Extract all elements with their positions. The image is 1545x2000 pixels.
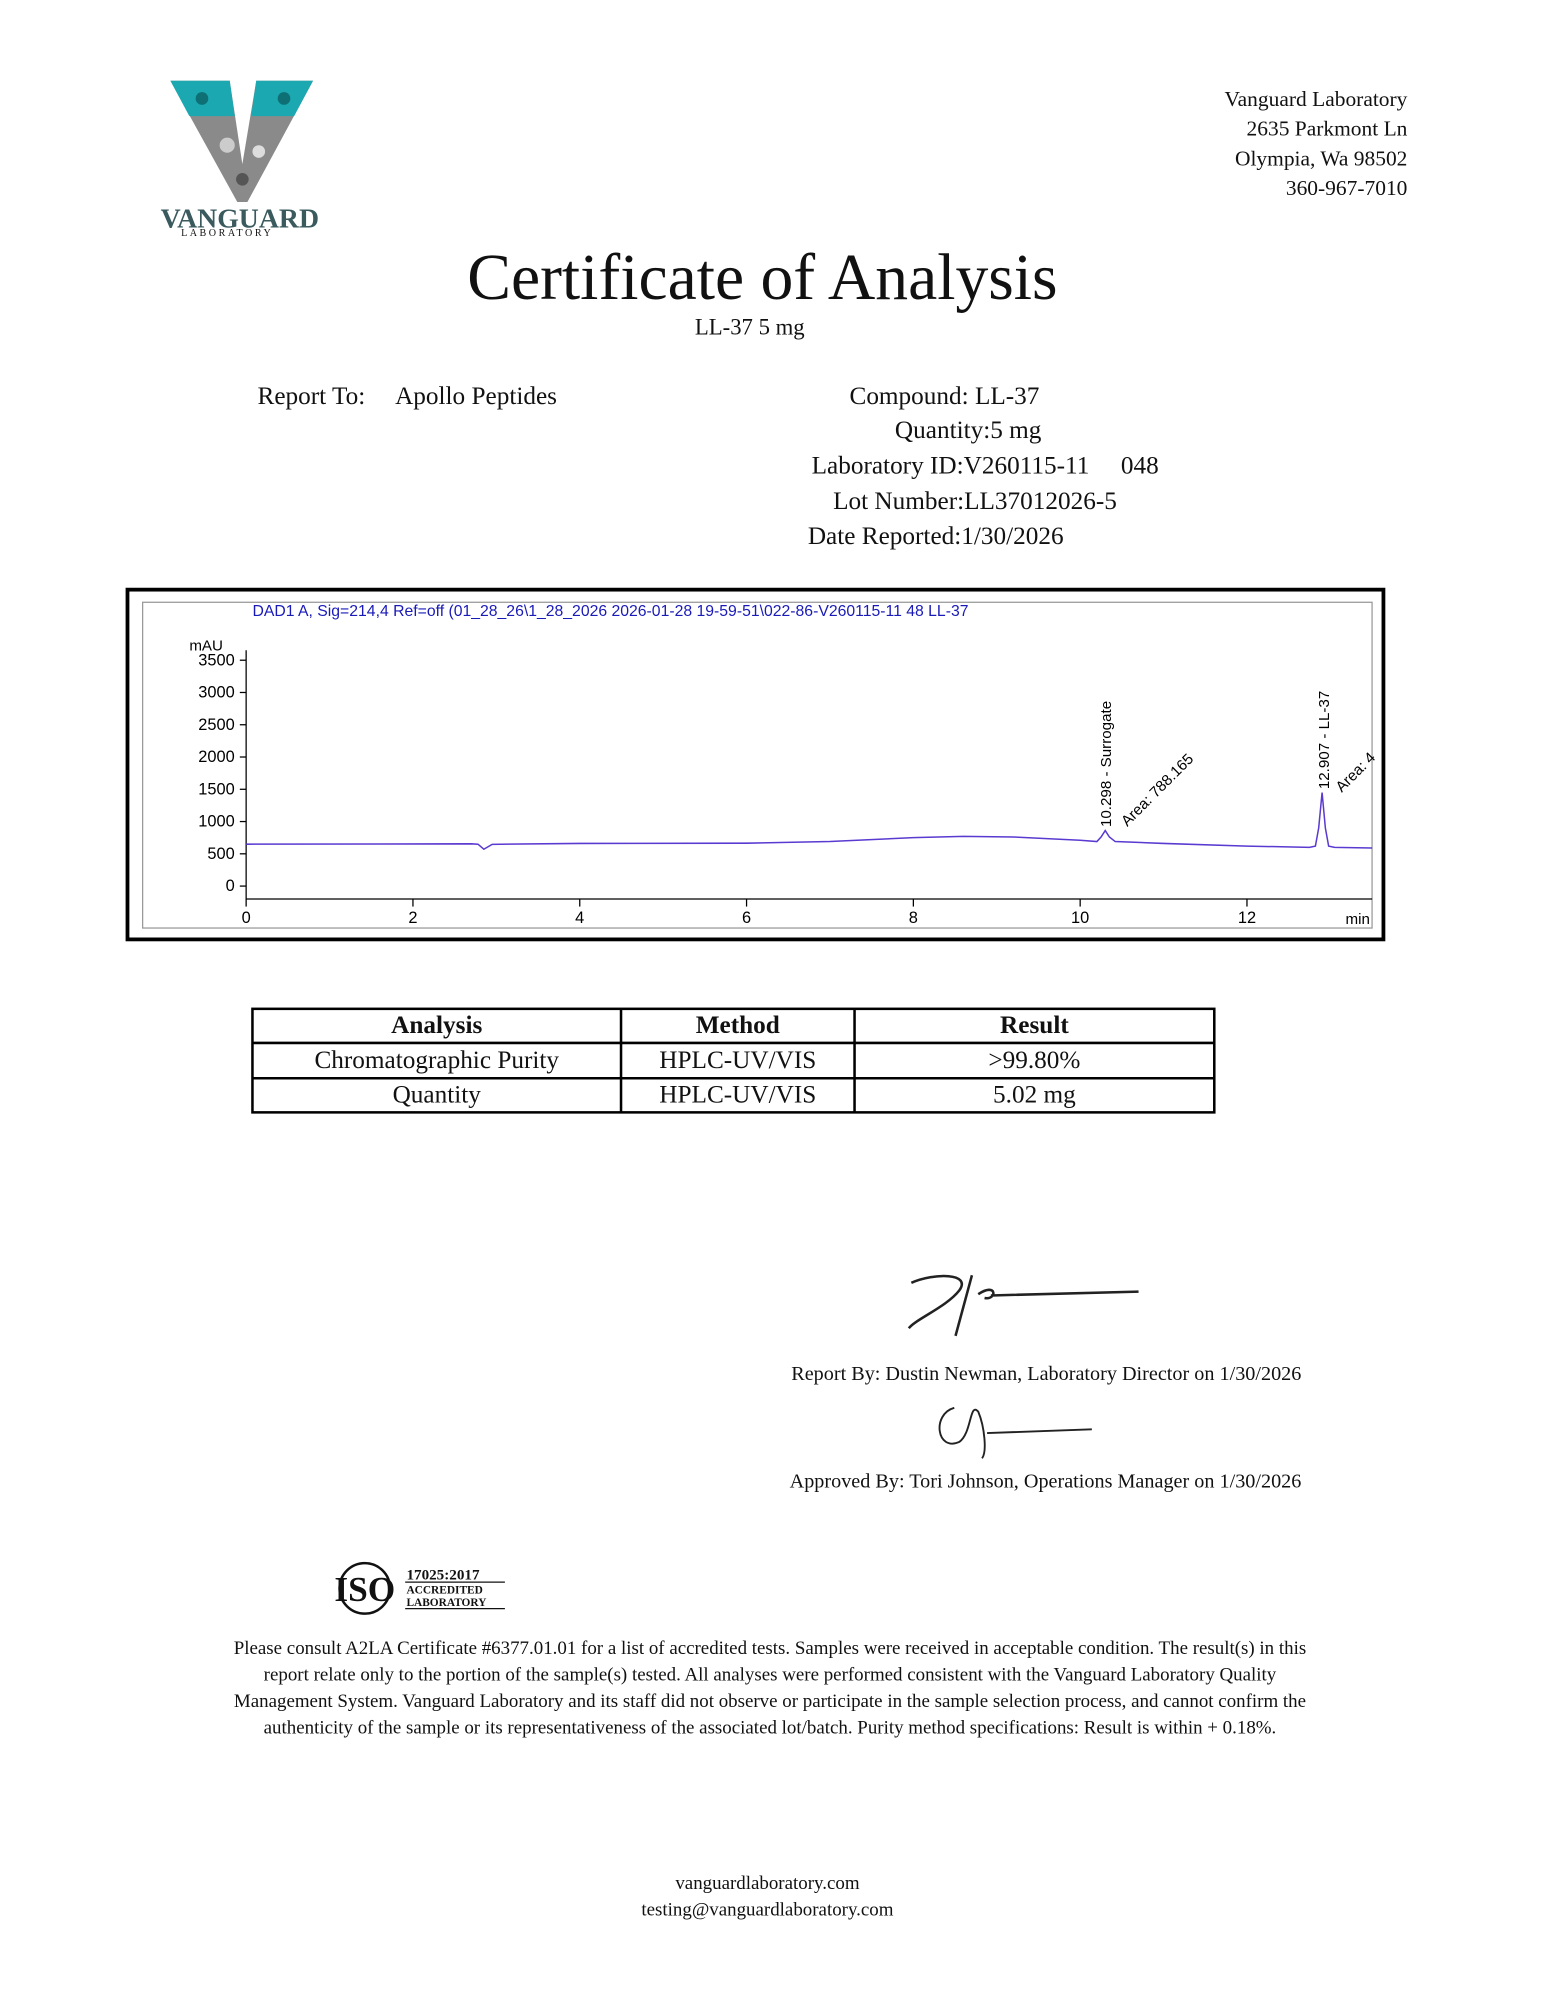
iso-mark: ISO — [334, 1570, 395, 1609]
peak-area: Area: 788.165 — [1118, 751, 1197, 830]
peak-label: 12.907 - LL-37 — [1316, 691, 1333, 789]
table-cell: HPLC-UV/VIS — [659, 1081, 816, 1108]
details: Compound: LL-37 Quantity:5 mg Laboratory I… — [808, 383, 1159, 550]
results-table: Analysis Method Result Chromatographic Puri… — [251, 1007, 1216, 1114]
peak-label: 10.298 - Surrogate — [1098, 701, 1115, 827]
disclaimer: Please consult A2LA Certificate #6377.01… — [234, 1638, 1306, 1739]
report-by: Report By: Dustin Newman, Laboratory Dir… — [791, 1363, 1301, 1385]
footer: vanguardlaboratory.com testing@vanguardla… — [641, 1873, 893, 1921]
x-tick-label: 8 — [909, 909, 918, 927]
y-tick-label: 1500 — [198, 780, 234, 798]
trace — [246, 792, 1373, 851]
signature-2 — [938, 1406, 1092, 1459]
x-tick-label: 10 — [1071, 909, 1089, 927]
x-tick-label: 4 — [575, 909, 584, 927]
y-tick-label: 2500 — [198, 716, 234, 734]
y-tick-label: 3500 — [198, 651, 234, 669]
y-tick-label: 2000 — [198, 748, 234, 766]
y-tick-label: 3000 — [198, 684, 234, 702]
address-line: 2635 Parkmont Ln — [1247, 117, 1408, 141]
disclaimer-line: Management System. Vanguard Laboratory a… — [234, 1691, 1306, 1712]
address-line: Vanguard Laboratory — [1225, 87, 1408, 111]
table-cell: 5.02 mg — [993, 1081, 1076, 1108]
subtitle: LL-37 5 mg — [695, 315, 805, 340]
footer-line: vanguardlaboratory.com — [675, 1873, 859, 1894]
detail-line: Lot Number:LL37012026-5 — [833, 488, 1117, 515]
detail-line: Date Reported:1/30/2026 — [808, 523, 1064, 550]
title: Certificate of Analysis — [467, 242, 1057, 314]
table-header: Method — [696, 1012, 780, 1039]
signature-1 — [907, 1274, 1139, 1337]
table-cell: Chromatographic Purity — [314, 1047, 559, 1074]
iso-line2: LABORATORY — [406, 1597, 486, 1609]
x-tick-label: 0 — [242, 909, 251, 927]
table-cell: Quantity — [393, 1081, 482, 1108]
report-to-label: Report To: — [258, 383, 366, 410]
table-border — [251, 1007, 1216, 1114]
table-header: Analysis — [391, 1012, 482, 1039]
table-header: Result — [1000, 1012, 1069, 1039]
chart-border — [125, 587, 1386, 942]
x-tick-label: 6 — [742, 909, 751, 927]
chart-header: DAD1 A, Sig=214,4 Ref=off (01_28_26\1_28… — [252, 603, 968, 620]
iso-standard: 17025:2017 — [406, 1568, 480, 1584]
address: Vanguard Laboratory 2635 Parkmont Ln Olymp… — [1225, 87, 1408, 200]
y-tick-label: 1000 — [198, 813, 234, 831]
table-cell: >99.80% — [988, 1047, 1080, 1074]
y-tick-label: 0 — [226, 877, 235, 895]
address-line: 360-967-7010 — [1286, 176, 1408, 200]
detail-line: Laboratory ID:V260115-11 048 — [812, 452, 1159, 479]
disclaimer-line: Please consult A2LA Certificate #6377.01… — [234, 1638, 1306, 1659]
logo: VANGUARD LABORATORY — [161, 80, 319, 239]
logo-subtitle: LABORATORY — [181, 228, 273, 239]
plot-frame — [142, 601, 1373, 929]
iso-badge: ISO 17025:2017 ACCREDITED LABORATORY — [334, 1561, 505, 1615]
address-line: Olympia, Wa 98502 — [1235, 146, 1407, 170]
y-axis-label: mAU — [189, 637, 223, 654]
x-tick-label: 12 — [1238, 909, 1256, 927]
iso-line1: ACCREDITED — [406, 1584, 482, 1596]
detail-line: Quantity:5 mg — [895, 417, 1042, 444]
footer-line: testing@vanguardlaboratory.com — [641, 1899, 893, 1920]
approved-by: Approved By: Tori Johnson, Operations Ma… — [790, 1470, 1302, 1492]
disclaimer-line: authenticity of the sample or its repres… — [264, 1718, 1277, 1739]
disclaimer-line: report relate only to the portion of the… — [264, 1665, 1277, 1686]
x-axis-label: min — [1346, 911, 1370, 928]
chromatogram: DAD1 A, Sig=214,4 Ref=off (01_28_26\1_28… — [189, 603, 1379, 928]
table-cell: HPLC-UV/VIS — [659, 1047, 816, 1074]
y-tick-label: 500 — [207, 845, 234, 863]
detail-line: Compound: LL-37 — [849, 383, 1039, 410]
report-to-value: Apollo Peptides — [395, 383, 557, 410]
x-tick-label: 2 — [408, 909, 417, 927]
logo-name: VANGUARD — [161, 203, 319, 234]
